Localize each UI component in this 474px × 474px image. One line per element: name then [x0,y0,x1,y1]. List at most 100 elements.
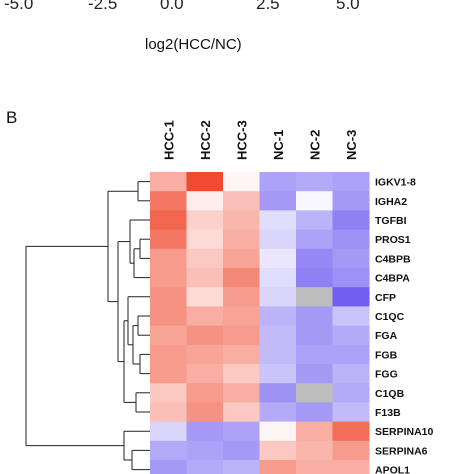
heatmap-cell [296,460,333,474]
panel-label: B [6,108,18,127]
heatmap-cell [186,364,224,384]
heatmap-cell [332,191,370,211]
heatmap-cell [150,191,187,211]
heatmap-cell [223,344,260,365]
row-label: C1QB [375,388,405,400]
heatmap-cell [150,344,187,365]
row-label: TGFBI [375,215,407,227]
heatmap-cell [223,287,260,307]
heatmap-cell [186,421,224,442]
heatmap-cell [223,248,260,269]
heatmap-cell [223,383,260,403]
heatmap-cell [296,210,333,231]
x-axis-label: log2(HCC/NC) [145,36,242,53]
column-label: NC-3 [344,130,359,160]
heatmap-cell [296,440,333,461]
heatmap-cell [332,383,370,403]
heatmap-cell [332,287,370,307]
heatmap-cell [259,229,297,250]
heatmap-cell [223,364,260,384]
heatmap-cell [150,172,187,192]
heatmap-cell [186,402,224,423]
heatmap-cell [186,268,224,288]
axis-tick-label: 2.5 [256,0,280,13]
column-labels: HCC-1 HCC-2 HCC-3 NC-1 NC-2 NC-3 [161,120,359,160]
heatmap-cell [296,344,333,365]
heatmap-cell [223,402,260,423]
row-label: SERPINA6 [375,445,428,457]
heatmap-cell [186,248,224,269]
heatmap-cell [150,287,187,307]
heatmap-cell [259,306,297,327]
heatmap-cell [259,440,297,461]
heatmap-cell [223,421,260,442]
heatmap-cell [296,191,333,211]
heatmap-cell [332,172,370,192]
heatmap-cell [296,172,333,192]
heatmap-cell [150,229,187,250]
heatmap-cell [150,421,187,442]
heatmap-cell [186,440,224,461]
heatmap-cell [186,191,224,211]
heatmap-cell [150,306,187,327]
row-label: APOL1 [375,465,410,474]
heatmap-cell [150,460,187,474]
column-label: HCC-3 [234,120,249,160]
heatmap-cell [186,460,224,474]
row-label: IGHA2 [375,196,407,208]
heatmap-cell [186,172,224,192]
heatmap-cell [186,229,224,250]
heatmap-cell [223,306,260,327]
column-label: NC-1 [271,130,286,160]
row-label: PROS1 [375,234,411,246]
heatmap-cell [332,421,370,442]
row-label: C4BPA [375,273,410,285]
heatmap-cell [296,421,333,442]
heatmap-cell [259,210,297,231]
row-label: SERPINA10 [375,426,434,438]
heatmap-cell [296,306,333,327]
row-labels: IGKV1-8 IGHA2 TGFBI PROS1 C4BPB C4BPA CFP C1QC F… [375,177,434,474]
row-label: IGKV1-8 [375,177,416,189]
heatmap-cell [296,268,333,288]
column-label: HCC-1 [161,120,176,160]
heatmap-cell [223,191,260,211]
heatmap-cell [150,268,187,288]
heatmap-cell [259,325,297,346]
heatmap-cell [296,402,333,423]
heatmap-cell [186,306,224,327]
heatmap-cell [186,210,224,231]
heatmap-cell [332,364,370,384]
heatmap-cell [223,325,260,346]
heatmap-cell [150,364,187,384]
heatmap-cell [186,287,224,307]
heatmap-cell [150,210,187,231]
axis-tick-label: 5.0 [336,0,360,13]
axis-tick-label: -5.0 [4,0,34,13]
heatmap-cell [259,287,297,307]
row-label: C4BPB [375,253,411,265]
heatmap-cell [150,402,187,423]
heatmap-cell [223,268,260,288]
row-label: F13B [375,407,401,419]
heatmap-cell [332,325,370,346]
heatmap-cell [259,172,297,192]
heatmap-cell [259,402,297,423]
heatmap-cell [259,191,297,211]
heatmap-cell [150,383,187,403]
heatmap-cell [296,287,333,307]
heatmap-cell [150,440,187,461]
heatmap-cell [186,383,224,403]
axis-tick-label: 0.0 [160,0,184,13]
heatmap-cell [223,460,260,474]
row-label: CFP [375,292,396,304]
heatmap-cell [332,306,370,327]
heatmap-cell [332,440,370,461]
heatmap-cell [223,172,260,192]
heatmap-cells [150,172,370,474]
heatmap-cell [296,325,333,346]
heatmap-cell [332,402,370,423]
heatmap-cell [296,229,333,250]
heatmap-cell [259,344,297,365]
heatmap-cell [296,383,333,403]
